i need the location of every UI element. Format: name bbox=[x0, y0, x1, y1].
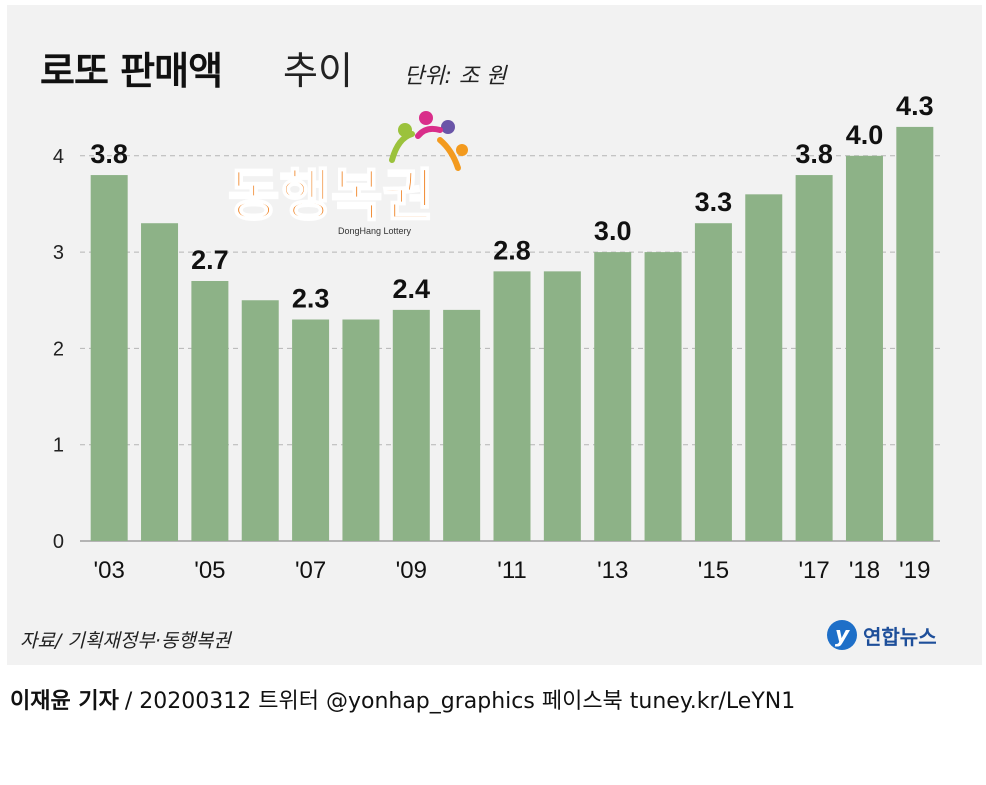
source-note: 자료/ 기획재정부·동행복권 bbox=[20, 630, 231, 652]
x-tick-label: '03 bbox=[94, 557, 125, 584]
bar-16 bbox=[745, 194, 783, 541]
bar-19 bbox=[896, 126, 934, 541]
donghang-lottery-logo: 동행복권 DongHang Lottery bbox=[227, 111, 468, 236]
yonhap-name: 연합뉴스 bbox=[863, 624, 937, 649]
y-tick-label: 0 bbox=[53, 531, 64, 553]
credit-line: 이재윤 기자/ 20200312 트위터 @yonhap_graphics 페이… bbox=[10, 683, 795, 715]
bar-12 bbox=[543, 271, 581, 541]
data-labels: 3.8 2.7 2.3 2.4 2.8 3.0 3.3 3.8 4.0 4.3 bbox=[90, 91, 933, 314]
x-tick-label: '15 bbox=[698, 557, 729, 584]
logo-subtitle: DongHang Lottery bbox=[338, 226, 412, 236]
logo-name: 동행복권 bbox=[228, 164, 434, 227]
bar-15 bbox=[694, 223, 732, 541]
data-label: 4.0 bbox=[846, 120, 884, 150]
data-label: 4.3 bbox=[896, 91, 934, 121]
data-label: 3.8 bbox=[795, 139, 833, 169]
bar-06 bbox=[241, 300, 279, 541]
data-label: 3.0 bbox=[594, 216, 632, 246]
bar-07 bbox=[292, 319, 330, 541]
x-tick-label: '11 bbox=[497, 557, 527, 584]
credit-details: / 20200312 트위터 @yonhap_graphics 페이스북 tun… bbox=[124, 689, 796, 714]
data-label: 2.3 bbox=[292, 284, 330, 314]
logo-dot-pink bbox=[419, 111, 433, 125]
y-tick-label: 1 bbox=[53, 435, 64, 457]
y-tick-label: 3 bbox=[53, 242, 64, 264]
bar-09 bbox=[392, 309, 430, 541]
yonhap-logo: y 연합뉴스 bbox=[827, 620, 937, 650]
bar-11 bbox=[493, 271, 531, 541]
x-tick-label: '19 bbox=[899, 557, 930, 584]
yonhap-mark-icon: y bbox=[827, 620, 857, 650]
data-label: 3.8 bbox=[90, 139, 128, 169]
bar-03 bbox=[90, 175, 128, 541]
chart-title: 로또 판매액 bbox=[40, 49, 223, 93]
bar-14 bbox=[644, 252, 682, 541]
data-label: 2.7 bbox=[191, 245, 229, 275]
bar-17 bbox=[795, 175, 833, 541]
bar-05 bbox=[191, 280, 229, 541]
unit-label: 단위: 조 원 bbox=[404, 64, 507, 89]
logo-dot-purple bbox=[441, 120, 455, 134]
y-tick-label: 4 bbox=[53, 146, 64, 168]
reporter-name: 이재윤 기자 bbox=[10, 689, 119, 714]
bar-18 bbox=[845, 155, 883, 542]
x-tick-label: '17 bbox=[798, 557, 829, 584]
chart-title-suffix: 추이 bbox=[283, 49, 353, 93]
bar-04 bbox=[141, 223, 179, 541]
bar-10 bbox=[443, 309, 481, 541]
data-label: 2.8 bbox=[493, 235, 531, 265]
data-label: 2.4 bbox=[393, 274, 431, 304]
logo-dot-orange bbox=[456, 144, 468, 156]
x-tick-label: '09 bbox=[396, 557, 427, 584]
y-tick-label: 2 bbox=[53, 338, 64, 360]
x-tick-label: '05 bbox=[194, 557, 225, 584]
data-label: 3.3 bbox=[695, 187, 733, 217]
x-tick-label: '13 bbox=[597, 557, 628, 584]
x-tick-label: '07 bbox=[295, 557, 326, 584]
bar-chart: 0 1 2 3 4 3.8 2.7 2.3 2.4 2.8 3.0 3.3 3.8 4.0 4.3 '03… bbox=[53, 91, 940, 584]
x-tick-label: '18 bbox=[849, 557, 880, 584]
bars bbox=[90, 126, 934, 542]
bar-08 bbox=[342, 319, 380, 541]
x-axis: '03 '05 '07 '09 '11 '13 '15 '17 '18 '19 bbox=[94, 557, 931, 584]
bar-13 bbox=[594, 252, 632, 541]
